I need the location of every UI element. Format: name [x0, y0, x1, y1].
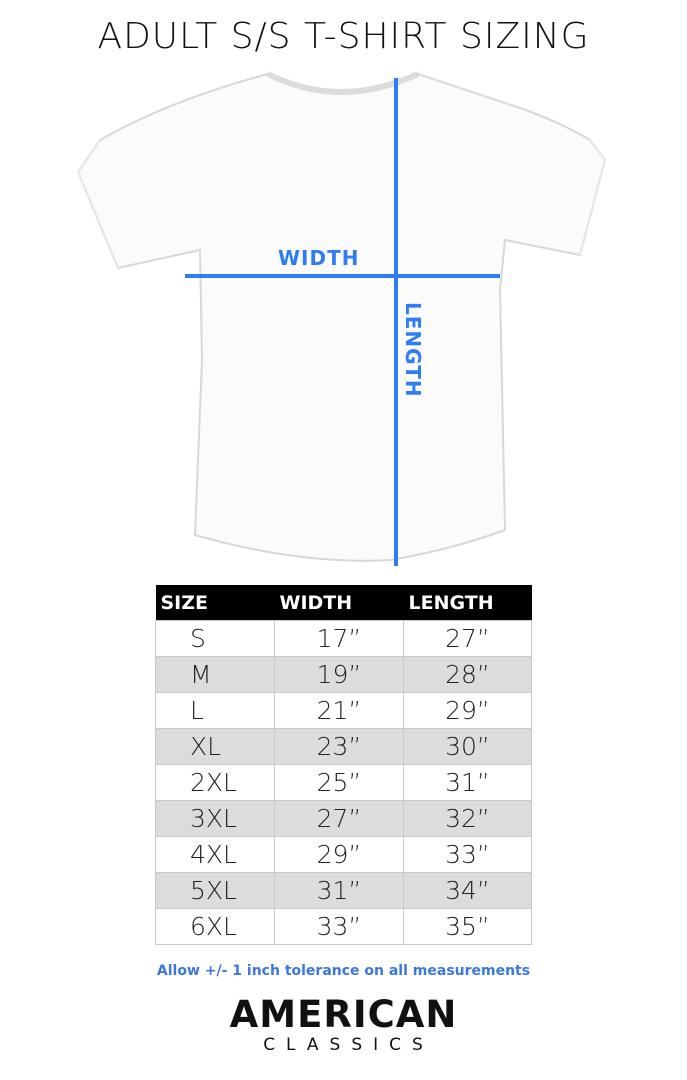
- length-cell: 32”: [403, 800, 532, 837]
- table-row: L 21” 29”: [155, 692, 532, 729]
- width-cell: 19”: [274, 656, 404, 693]
- tolerance-note: Allow +/- 1 inch tolerance on all measur…: [156, 963, 531, 979]
- american-classics-logo: AMERICAN CLASSICS: [0, 993, 687, 1056]
- size-cell: 4XL: [155, 836, 275, 873]
- tshirt-diagram: [76, 71, 607, 566]
- width-cell: 31”: [274, 872, 404, 909]
- size-cell: L: [155, 692, 275, 729]
- collar: [266, 71, 420, 95]
- header-width: WIDTH: [274, 585, 404, 621]
- table-row: 5XL 31” 34”: [155, 872, 532, 909]
- table-row: 3XL 27” 32”: [155, 800, 532, 837]
- length-cell: 27”: [403, 620, 532, 657]
- size-cell: 5XL: [155, 872, 275, 909]
- width-cell: 23”: [274, 728, 404, 765]
- width-cell: 17”: [274, 620, 404, 657]
- length-cell: 31”: [403, 764, 532, 801]
- width-label: WIDTH: [278, 246, 360, 270]
- width-cell: 27”: [274, 800, 404, 837]
- logo-line1: AMERICAN: [229, 993, 458, 1036]
- length-cell: 29”: [403, 692, 532, 729]
- width-cell: 33”: [274, 908, 404, 945]
- header-size: SIZE: [155, 585, 275, 621]
- size-cell: M: [155, 656, 275, 693]
- width-cell: 25”: [274, 764, 404, 801]
- header-length: LENGTH: [403, 585, 532, 621]
- width-cell: 21”: [274, 692, 404, 729]
- size-cell: S: [155, 620, 275, 657]
- table-row: XL 23” 30”: [155, 728, 532, 765]
- width-cell: 29”: [274, 836, 404, 873]
- table-row: 2XL 25” 31”: [155, 764, 532, 801]
- length-cell: 35”: [403, 908, 532, 945]
- length-label: LENGTH: [401, 302, 425, 398]
- table-row: 4XL 29” 33”: [155, 836, 532, 873]
- length-cell: 28”: [403, 656, 532, 693]
- size-cell: 3XL: [155, 800, 275, 837]
- size-cell: 6XL: [155, 908, 275, 945]
- page-title: ADULT S/S T-SHIRT SIZING: [97, 16, 590, 57]
- length-cell: 30”: [403, 728, 532, 765]
- table-row: 6XL 33” 35”: [155, 908, 532, 945]
- size-cell: XL: [155, 728, 275, 765]
- tshirt-shape: [76, 72, 607, 562]
- table-row: S 17” 27”: [155, 620, 532, 657]
- length-cell: 33”: [403, 836, 532, 873]
- size-table: SIZE WIDTH LENGTH S 17” 27” M 19” 28” L 21” 29” X…: [155, 585, 532, 945]
- length-cell: 34”: [403, 872, 532, 909]
- table-row: M 19” 28”: [155, 656, 532, 693]
- size-cell: 2XL: [155, 764, 275, 801]
- logo-line2: CLASSICS: [263, 1035, 434, 1055]
- table-header: SIZE WIDTH LENGTH: [155, 585, 532, 621]
